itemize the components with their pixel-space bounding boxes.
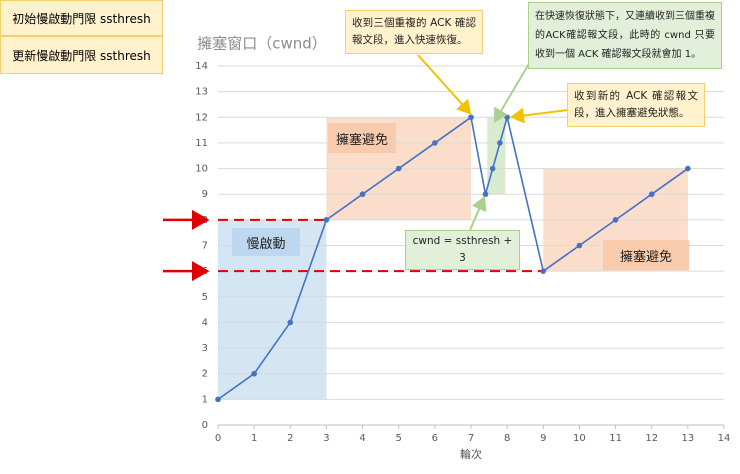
annotation: 收到新的 ACK 確認報文段，進入擁塞避免狀態。 — [567, 83, 705, 127]
annotation: cwnd = ssthresh + 3 — [405, 230, 520, 270]
x-tick-label: 4 — [359, 433, 365, 444]
x-tick-label: 6 — [432, 433, 438, 444]
y-tick-label: 2 — [202, 369, 208, 380]
x-tick-label: 10 — [573, 433, 586, 444]
point — [468, 114, 474, 121]
x-tick-label: 13 — [681, 433, 694, 444]
point — [359, 191, 366, 198]
y-tick-label: 0 — [202, 420, 208, 431]
x-tick-label: 3 — [323, 433, 329, 444]
x-tick-label: 9 — [540, 433, 546, 444]
x-tick-label: 7 — [468, 433, 474, 444]
threshold-label: 初始慢啟動門限 ssthresh — [0, 0, 163, 36]
region-label: 擁塞避免 — [603, 240, 689, 270]
point — [489, 165, 496, 172]
point — [482, 191, 489, 198]
y-tick-label: 10 — [195, 164, 208, 175]
region-label: 擁塞避免 — [328, 123, 396, 153]
threshold-label: 更新慢啟動門限 ssthresh — [0, 36, 163, 74]
y-tick-label: 12 — [195, 112, 208, 123]
chart-title: 擁塞窗口（cwnd） — [197, 35, 327, 53]
point — [504, 114, 510, 121]
annotation-arrow — [417, 54, 472, 115]
x-tick-label: 12 — [645, 433, 658, 444]
y-tick-label: 1 — [202, 394, 208, 405]
point — [576, 242, 583, 249]
annotation-arrow — [510, 107, 569, 124]
region-label: 慢啟動 — [232, 228, 300, 256]
y-tick-label: 11 — [195, 138, 208, 149]
x-tick-label: 11 — [609, 433, 622, 444]
point — [497, 140, 503, 146]
point — [432, 140, 438, 146]
point — [685, 165, 691, 172]
y-tick-label: 13 — [195, 87, 208, 98]
y-tick-label: 3 — [202, 343, 208, 354]
y-tick-label: 9 — [202, 189, 208, 200]
annotation: 收到三個重複的 ACK 確認報文段，進入快速恢復。 — [345, 10, 483, 54]
point — [648, 191, 655, 198]
y-tick-label: 7 — [202, 241, 208, 252]
annotation-arrow — [493, 61, 531, 123]
x-tick-label: 14 — [718, 433, 731, 444]
y-tick-label: 4 — [202, 317, 208, 328]
annotation: 在快速恢復狀態下，又連續收到三個重複的ACK確認報文段，此時的 cwnd 只要收… — [528, 2, 722, 69]
point — [323, 217, 330, 223]
y-tick-label: 5 — [202, 292, 208, 303]
x-tick-label: 8 — [504, 433, 510, 444]
x-tick-label: 2 — [287, 433, 293, 444]
x-axis-label: 輪次 — [460, 447, 482, 461]
x-tick-label: 0 — [215, 433, 221, 444]
point — [215, 396, 221, 403]
x-tick-label: 5 — [396, 433, 402, 444]
point — [612, 217, 619, 223]
annotation-arrow — [469, 196, 487, 231]
point — [540, 268, 547, 274]
point — [287, 319, 294, 326]
x-tick-label: 1 — [251, 433, 257, 444]
point — [395, 165, 402, 172]
point — [251, 370, 257, 377]
y-tick-label: 14 — [195, 61, 208, 72]
